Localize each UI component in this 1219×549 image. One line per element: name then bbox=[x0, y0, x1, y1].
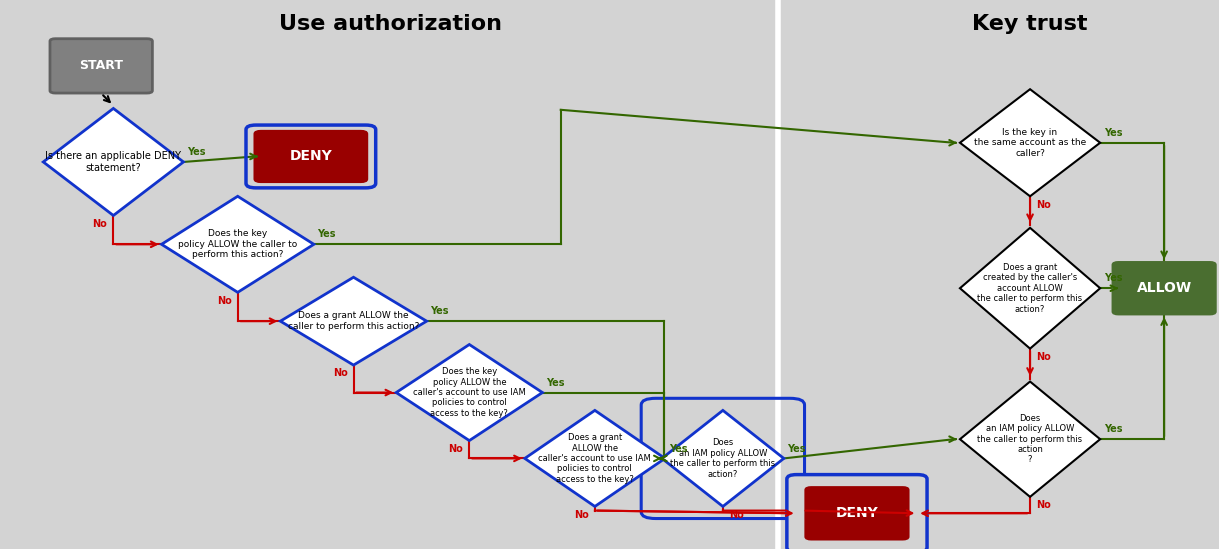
Text: Does
an IAM policy ALLOW
the caller to perform this
action?: Does an IAM policy ALLOW the caller to p… bbox=[670, 438, 775, 479]
Text: Does a grant
created by the caller's
account ALLOW
the caller to perform this
ac: Does a grant created by the caller's acc… bbox=[978, 263, 1082, 313]
Text: Yes: Yes bbox=[1103, 424, 1123, 434]
Text: Yes: Yes bbox=[787, 444, 806, 453]
Text: Does the key
policy ALLOW the
caller's account to use IAM
policies to control
ac: Does the key policy ALLOW the caller's a… bbox=[413, 367, 525, 418]
FancyBboxPatch shape bbox=[255, 131, 367, 182]
Text: Is there an applicable DENY
statement?: Is there an applicable DENY statement? bbox=[45, 151, 182, 173]
Text: ALLOW: ALLOW bbox=[1136, 281, 1192, 295]
Text: Does the key
policy ALLOW the caller to
perform this action?: Does the key policy ALLOW the caller to … bbox=[178, 229, 297, 259]
Text: Does a grant
ALLOW the
caller's account to use IAM
policies to control
access to: Does a grant ALLOW the caller's account … bbox=[539, 433, 651, 484]
Text: Yes: Yes bbox=[668, 444, 688, 453]
Polygon shape bbox=[161, 196, 313, 292]
FancyBboxPatch shape bbox=[786, 474, 926, 549]
Text: Yes: Yes bbox=[1103, 273, 1123, 283]
Text: No: No bbox=[574, 509, 589, 520]
FancyBboxPatch shape bbox=[806, 488, 908, 539]
Text: No: No bbox=[333, 368, 347, 378]
Text: Key trust: Key trust bbox=[973, 14, 1087, 33]
Polygon shape bbox=[524, 411, 664, 506]
Polygon shape bbox=[396, 345, 542, 440]
FancyBboxPatch shape bbox=[50, 38, 152, 93]
Text: No: No bbox=[1036, 199, 1051, 210]
Text: Yes: Yes bbox=[188, 147, 206, 157]
Text: DENY: DENY bbox=[289, 149, 333, 164]
Text: No: No bbox=[1036, 500, 1051, 510]
Text: Use authorization: Use authorization bbox=[279, 14, 501, 33]
Polygon shape bbox=[662, 411, 784, 506]
Text: Yes: Yes bbox=[546, 378, 564, 388]
Text: Does a grant ALLOW the
caller to perform this action?: Does a grant ALLOW the caller to perform… bbox=[288, 311, 419, 331]
Text: No: No bbox=[93, 219, 107, 229]
Text: Does
an IAM policy ALLOW
the caller to perform this
action
?: Does an IAM policy ALLOW the caller to p… bbox=[978, 414, 1082, 464]
Text: Yes: Yes bbox=[317, 229, 336, 239]
FancyBboxPatch shape bbox=[1113, 262, 1215, 314]
Text: No: No bbox=[217, 295, 232, 306]
Polygon shape bbox=[959, 89, 1100, 197]
Polygon shape bbox=[280, 277, 427, 365]
Polygon shape bbox=[959, 382, 1100, 497]
Text: No: No bbox=[729, 509, 744, 520]
Polygon shape bbox=[959, 228, 1100, 349]
Text: No: No bbox=[449, 444, 463, 454]
Text: Is the key in
the same account as the
caller?: Is the key in the same account as the ca… bbox=[974, 128, 1086, 158]
Text: DENY: DENY bbox=[835, 506, 879, 520]
Text: No: No bbox=[1036, 352, 1051, 362]
Text: Yes: Yes bbox=[430, 306, 449, 316]
Text: Yes: Yes bbox=[1103, 128, 1123, 138]
Polygon shape bbox=[43, 109, 183, 216]
Text: START: START bbox=[79, 59, 123, 72]
